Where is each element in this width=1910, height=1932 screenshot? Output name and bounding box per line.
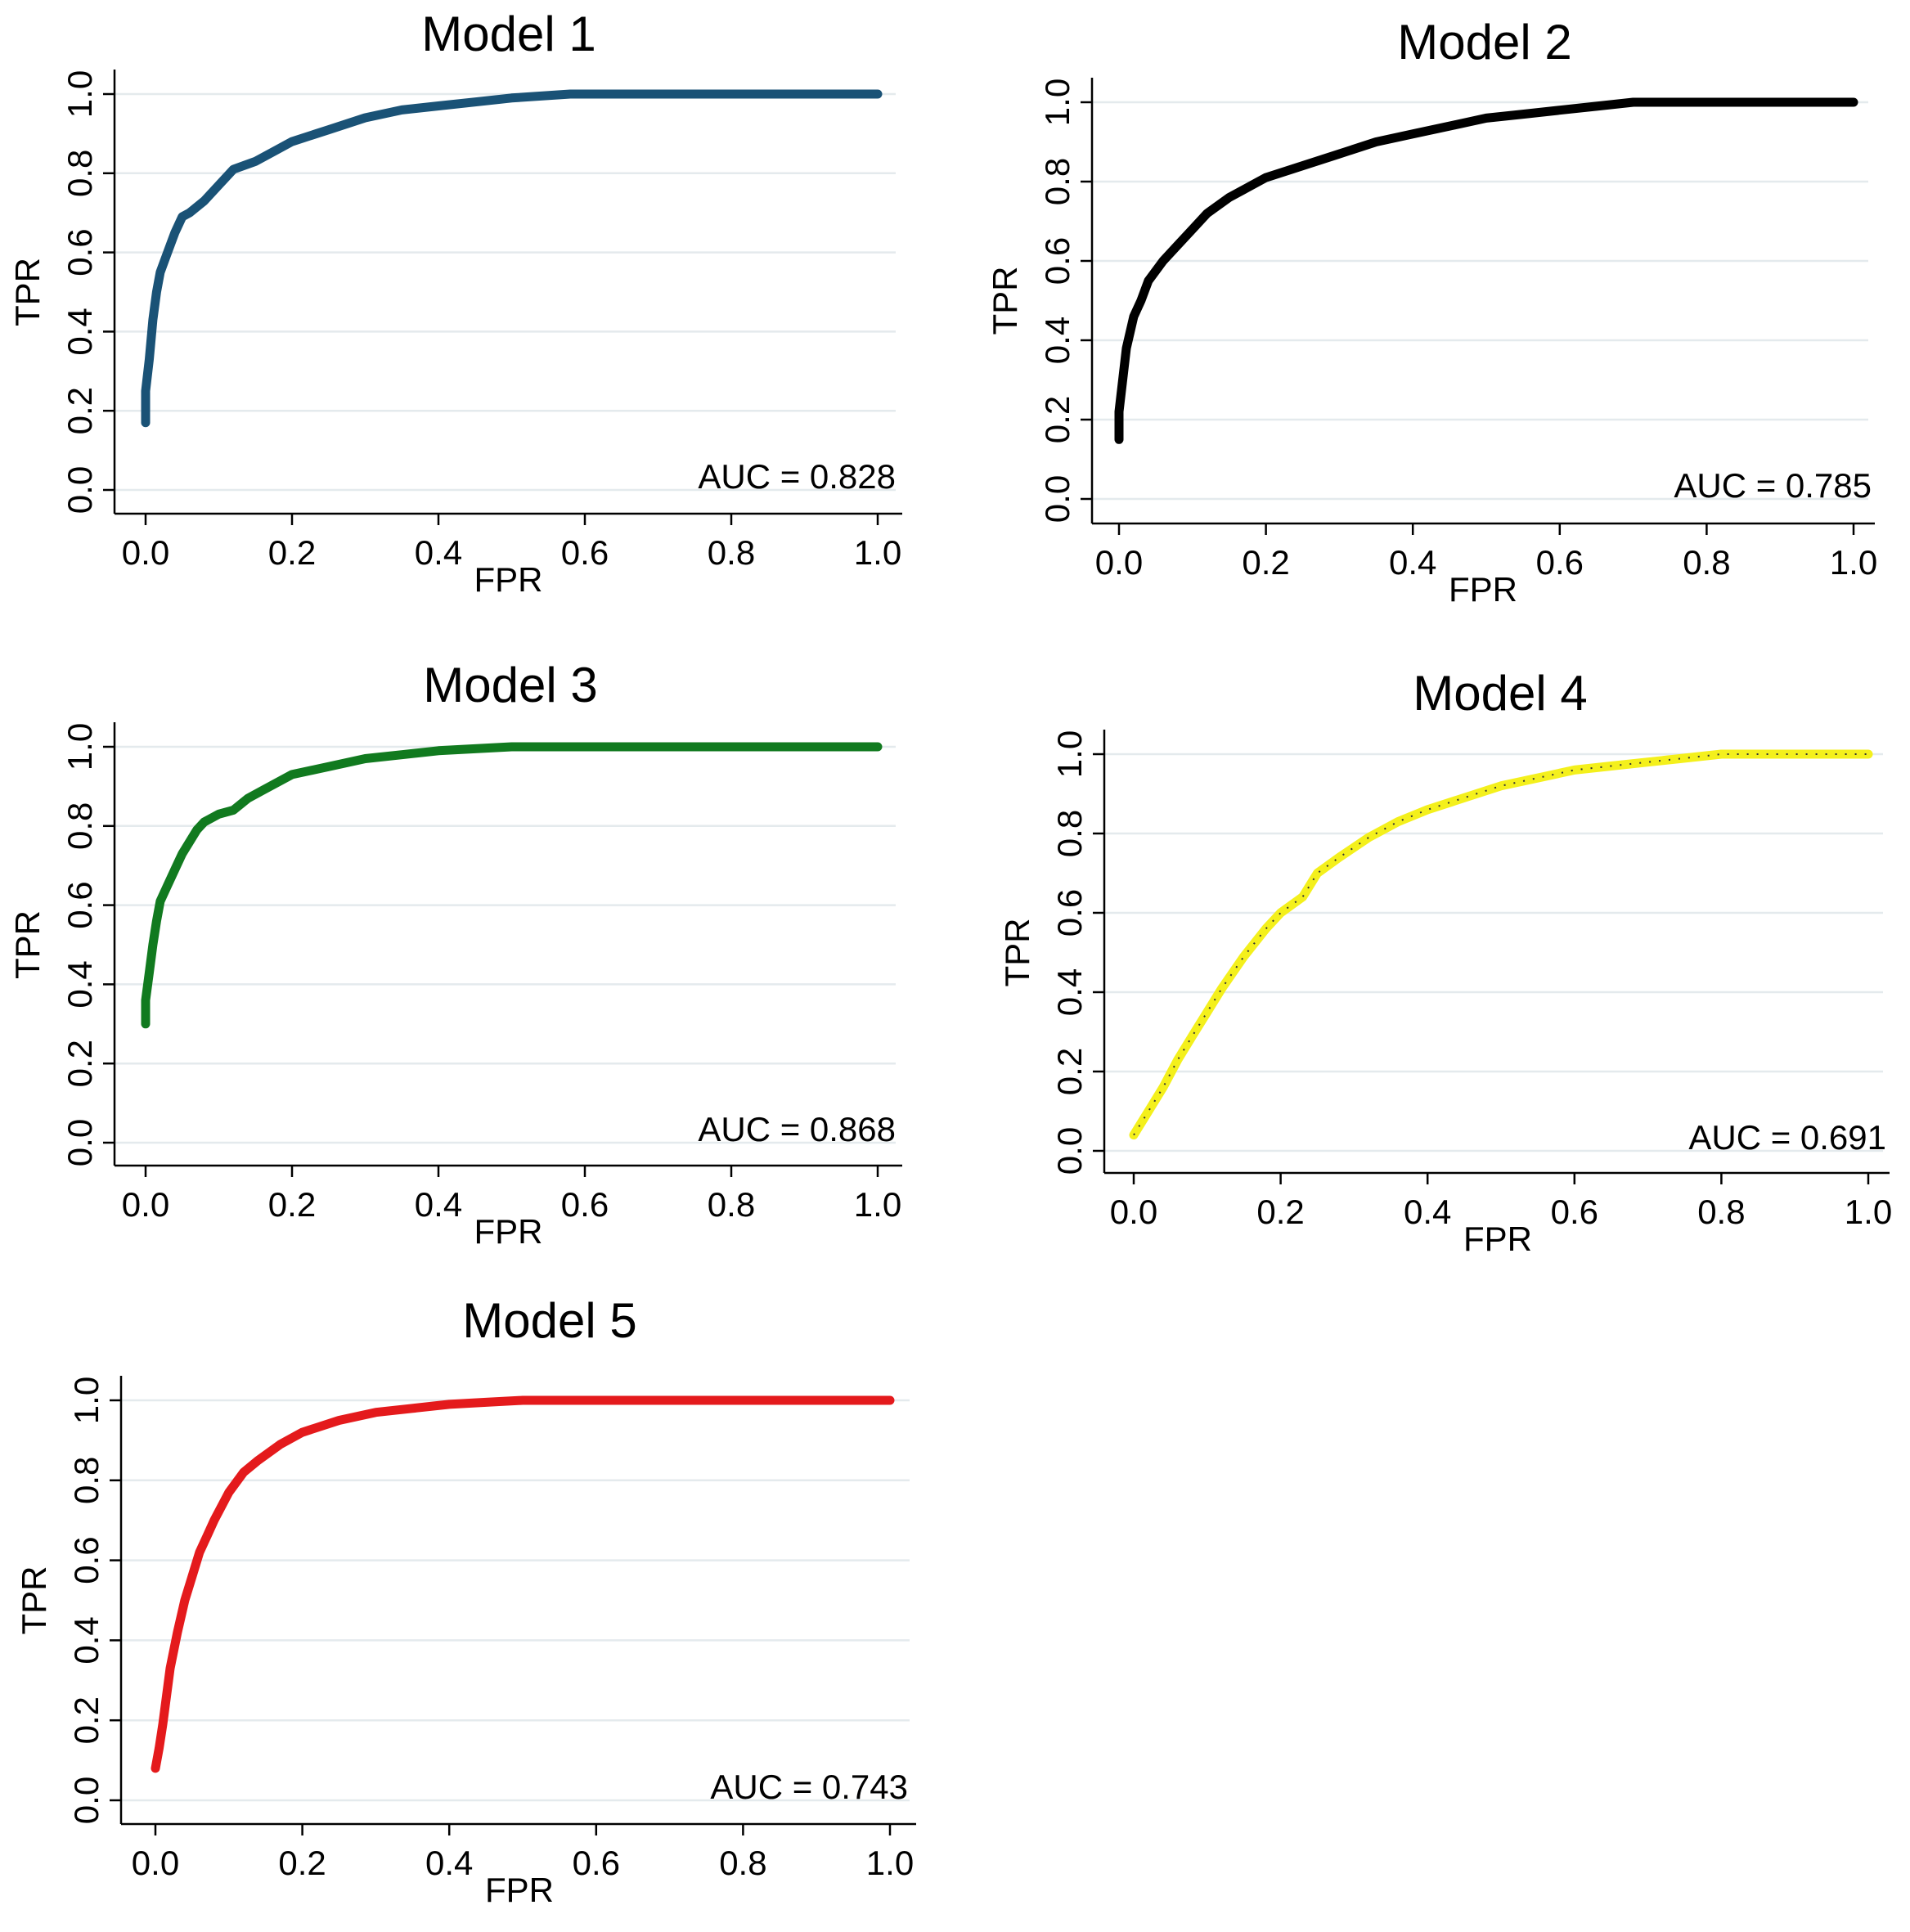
roc-curve <box>141 742 883 1029</box>
x-tick-label: 0.8 <box>1683 543 1730 582</box>
y-tick-label: 0.6 <box>67 1536 106 1584</box>
y-tick-label: 0.0 <box>61 1119 99 1166</box>
y-tick-label: 0.2 <box>1038 396 1076 443</box>
x-tick-label: 0.6 <box>561 1185 609 1224</box>
roc-curve-dots <box>1133 753 1868 1136</box>
x-tick-label: 1.0 <box>1845 1193 1892 1231</box>
x-tick-label: 0.0 <box>122 533 169 572</box>
x-tick-label: 0.6 <box>573 1844 620 1882</box>
x-tick-label: 0.0 <box>132 1844 179 1882</box>
y-tick-label: 1.0 <box>67 1377 106 1424</box>
x-tick-label: 0.4 <box>425 1844 473 1882</box>
auc-annotation: AUC = 0.868 <box>698 1110 896 1148</box>
auc-annotation: AUC = 0.691 <box>1688 1118 1886 1157</box>
x-tick-label: 0.0 <box>122 1185 169 1224</box>
y-tick-label: 0.8 <box>67 1457 106 1504</box>
y-tick-label: 1.0 <box>1038 79 1076 126</box>
x-tick-label: 0.8 <box>1697 1193 1745 1231</box>
auc-annotation: AUC = 0.785 <box>1674 466 1872 505</box>
x-tick-label: 0.8 <box>708 1185 755 1224</box>
y-tick-label: 0.4 <box>1038 317 1076 364</box>
x-tick-label: 0.2 <box>268 1185 316 1224</box>
roc-curve <box>141 89 883 428</box>
y-tick-label: 0.6 <box>61 228 99 276</box>
y-tick-label: 0.0 <box>67 1777 106 1824</box>
x-tick-label: 0.2 <box>1242 543 1289 582</box>
roc-panel-4: 0.0 0.2 0.4 0.6 0.8 1.0 0.0 0.2 0.4 0.6 0.8 1.0 FPR T… <box>998 666 1892 1258</box>
y-tick-label: 0.0 <box>1038 475 1076 523</box>
y-tick-label: 1.0 <box>1050 730 1089 778</box>
y-axis-label: TPR <box>8 910 47 979</box>
y-axis-label: TPR <box>998 919 1036 987</box>
x-axis-label: FPR <box>474 560 543 599</box>
x-tick-label: 0.4 <box>415 1185 462 1224</box>
y-tick-label: 0.4 <box>67 1616 106 1664</box>
x-tick-label: 0.8 <box>708 533 755 572</box>
y-tick-label: 0.0 <box>1050 1127 1089 1175</box>
y-axis-label: TPR <box>15 1566 53 1635</box>
y-tick-label: 0.4 <box>61 960 99 1008</box>
x-tick-label: 0.4 <box>415 533 462 572</box>
panel-title: Model 3 <box>423 658 597 712</box>
y-tick-label: 0.2 <box>61 1040 99 1087</box>
x-tick-label: 0.4 <box>1404 1193 1451 1231</box>
roc-panel-2: 0.0 0.2 0.4 0.6 0.8 1.0 0.0 0.2 0.4 0.6 0.8 1.0 FPR T… <box>986 15 1877 609</box>
y-tick-label: 0.2 <box>67 1696 106 1744</box>
y-tick-label: 0.2 <box>61 387 99 434</box>
panel-title: Model 2 <box>1397 15 1571 70</box>
auc-annotation: AUC = 0.743 <box>710 1768 908 1806</box>
x-tick-label: 0.2 <box>268 533 316 572</box>
auc-annotation: AUC = 0.828 <box>698 457 896 496</box>
x-tick-label: 0.6 <box>1551 1193 1598 1231</box>
y-tick-label: 1.0 <box>61 723 99 771</box>
x-tick-label: 0.6 <box>1536 543 1584 582</box>
x-tick-label: 0.2 <box>1256 1193 1304 1231</box>
y-tick-label: 0.6 <box>1050 889 1089 937</box>
roc-panel-1: 0.0 0.2 0.4 0.6 0.8 1.0 0.0 0.2 0.4 0.6 0.8 1.0 FPR T… <box>8 7 902 599</box>
x-tick-label: 1.0 <box>866 1844 914 1882</box>
y-tick-label: 0.6 <box>61 881 99 928</box>
x-axis-label: FPR <box>474 1212 543 1251</box>
x-tick-label: 1.0 <box>854 533 901 572</box>
x-axis-label: FPR <box>485 1871 554 1909</box>
panel-title: Model 4 <box>1413 666 1587 721</box>
y-tick-label: 0.6 <box>1038 237 1076 285</box>
roc-curve <box>1114 97 1858 444</box>
panel-title: Model 1 <box>421 7 595 61</box>
panel-title: Model 5 <box>462 1293 636 1348</box>
x-tick-label: 0.8 <box>719 1844 766 1882</box>
y-axis-label: TPR <box>8 258 47 326</box>
x-tick-label: 0.0 <box>1110 1193 1157 1231</box>
roc-panel-3: 0.0 0.2 0.4 0.6 0.8 1.0 0.0 0.2 0.4 0.6 0.8 1.0 FPR T… <box>8 658 902 1251</box>
x-axis-label: FPR <box>1463 1220 1532 1258</box>
roc-curve <box>151 1395 895 1773</box>
y-tick-label: 0.0 <box>61 466 99 514</box>
x-tick-label: 0.6 <box>561 533 609 572</box>
x-tick-label: 0.2 <box>278 1844 326 1882</box>
y-tick-label: 0.8 <box>1038 158 1076 205</box>
y-tick-label: 1.0 <box>61 70 99 118</box>
y-tick-label: 0.8 <box>1050 810 1089 857</box>
roc-panel-5: 0.0 0.2 0.4 0.6 0.8 1.0 0.0 0.2 0.4 0.6 0.8 1.0 FPR T… <box>15 1293 916 1909</box>
x-tick-label: 0.4 <box>1389 543 1436 582</box>
y-tick-label: 0.4 <box>1050 968 1089 1016</box>
y-tick-label: 0.4 <box>61 308 99 355</box>
x-tick-label: 0.0 <box>1095 543 1143 582</box>
roc-curve <box>1129 749 1873 1140</box>
x-axis-label: FPR <box>1449 570 1517 609</box>
y-tick-label: 0.8 <box>61 150 99 197</box>
y-axis-label: TPR <box>986 267 1024 335</box>
x-tick-label: 1.0 <box>1830 543 1877 582</box>
y-tick-label: 0.2 <box>1050 1048 1089 1095</box>
x-tick-label: 1.0 <box>854 1185 901 1224</box>
y-tick-label: 0.8 <box>61 802 99 850</box>
